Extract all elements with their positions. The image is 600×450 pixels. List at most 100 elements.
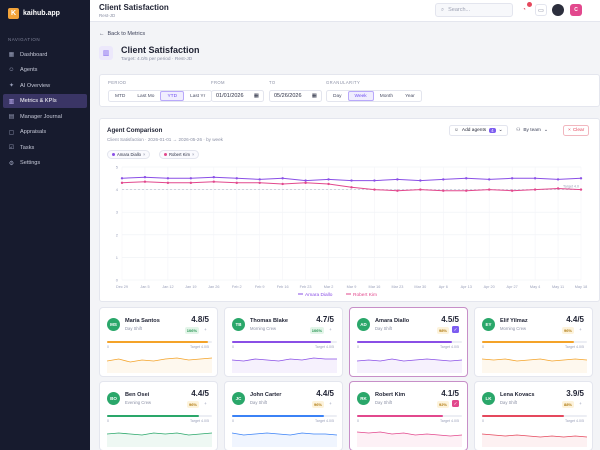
sidebar-nav: ▦ Dashboard ☺ Agents ✦ AI Overview ▥ Metrics & … — [0, 48, 90, 171]
add-to-compare-icon[interactable]: + — [329, 401, 332, 406]
compare-check-icon[interactable]: ✓ — [452, 326, 459, 333]
data-point[interactable] — [556, 187, 560, 190]
user-avatar[interactable]: C — [570, 4, 582, 16]
agent-card[interactable]: MS Maria Santos Day Shift 4.8/5 106% +0 Target… — [99, 307, 218, 377]
period-option-mtd[interactable]: MTD — [115, 93, 126, 99]
sidebar-item-settings[interactable]: ⚙ Settings — [3, 156, 87, 170]
search-input[interactable]: ⌕ Search... — [435, 3, 513, 17]
add-agents-button[interactable]: ☺ Add agents 4 ⌄ — [449, 125, 508, 136]
data-point[interactable] — [510, 189, 514, 192]
compare-check-icon[interactable]: ✓ — [452, 400, 459, 407]
data-point[interactable] — [235, 177, 238, 180]
sidebar-item-appraisals[interactable]: ▢ Appraisals — [3, 125, 87, 139]
data-point[interactable] — [488, 188, 491, 191]
data-point[interactable] — [350, 179, 353, 182]
data-point[interactable] — [212, 175, 215, 179]
remove-icon[interactable]: × — [142, 152, 146, 157]
agent-card[interactable]: LK Lena Kovacs Day Shift 3.9/5 88% +0 Target 4… — [474, 381, 593, 450]
data-point[interactable] — [120, 181, 124, 185]
agent-chip[interactable]: Robert Kim × — [159, 150, 200, 159]
legend-label[interactable]: Amara Diallo — [305, 292, 333, 298]
data-point[interactable] — [396, 189, 399, 192]
data-point[interactable] — [258, 178, 261, 181]
sidebar-item-manager-journal[interactable]: ▤ Manager Journal — [3, 110, 87, 124]
sidebar-item-dashboard[interactable]: ▦ Dashboard — [3, 48, 87, 62]
period-option-last-mo[interactable]: Last Mo — [137, 93, 155, 99]
search-placeholder: Search... — [448, 7, 471, 13]
granularity-option-day[interactable]: Day — [333, 93, 342, 99]
data-point[interactable] — [510, 177, 514, 180]
y-tick-label: 0 — [116, 278, 119, 283]
data-point[interactable] — [533, 177, 537, 180]
agent-card[interactable]: TB Thomas Blake Morning Crew 4.7/5 106% +0 Tar… — [224, 307, 343, 377]
data-point[interactable] — [556, 178, 560, 181]
data-point[interactable] — [281, 177, 284, 180]
sidebar-item-agents[interactable]: ☺ Agents — [3, 63, 87, 77]
add-to-compare-icon[interactable]: + — [579, 401, 582, 406]
data-point[interactable] — [212, 180, 215, 183]
data-point[interactable] — [442, 189, 445, 192]
remove-icon[interactable]: × — [191, 152, 195, 157]
target-pct-badge: 98% — [436, 327, 449, 334]
data-point[interactable] — [120, 177, 124, 180]
data-point[interactable] — [327, 182, 330, 186]
chevron-down-icon: ⌄ — [543, 128, 548, 133]
data-point[interactable] — [488, 178, 491, 181]
data-point[interactable] — [350, 186, 353, 189]
agent-chip[interactable]: Amara Diallo × — [107, 150, 151, 159]
agent-card[interactable]: JC John Carter Day Shift 4.4/5 96% +0 Target 4… — [224, 381, 343, 450]
score-progress-bar — [357, 341, 462, 343]
data-point[interactable] — [258, 181, 261, 185]
theme-toggle[interactable] — [552, 4, 564, 16]
data-point[interactable] — [465, 189, 468, 192]
by-team-button[interactable]: ⚇ By team ⌄ — [513, 125, 551, 136]
data-point[interactable] — [235, 181, 238, 185]
data-point[interactable] — [373, 179, 376, 182]
data-point[interactable] — [373, 188, 376, 191]
brand[interactable]: K kaihub.app — [0, 0, 90, 26]
data-point[interactable] — [442, 178, 445, 181]
data-point[interactable] — [189, 177, 193, 180]
data-point[interactable] — [166, 181, 170, 185]
agent-card[interactable]: RK Robert Kim Day Shift 4.1/5 92% ✓ 0 Target 4.… — [349, 381, 468, 450]
notification-button[interactable]: ◔ — [518, 2, 532, 16]
messages-button[interactable]: ▭ — [535, 4, 547, 16]
agent-card[interactable]: EY Elif Yilmaz Morning Crew 4.4/5 96% +0 Targe… — [474, 307, 593, 377]
agent-card[interactable]: BO Ben Osei Evening Crew 4.4/5 96% +0 Target 4… — [99, 381, 218, 450]
data-point[interactable] — [327, 178, 330, 181]
data-point[interactable] — [396, 178, 399, 181]
data-point[interactable] — [189, 181, 193, 185]
data-point[interactable] — [304, 181, 307, 185]
add-to-compare-icon[interactable]: + — [579, 327, 582, 332]
book-icon: ▤ — [8, 114, 15, 120]
back-link[interactable]: ← Back to Metrics — [99, 31, 145, 37]
sidebar-item-tasks[interactable]: ☑ Tasks — [3, 141, 87, 155]
data-point[interactable] — [143, 175, 147, 179]
data-point[interactable] — [579, 177, 583, 180]
granularity-option-year[interactable]: Year — [405, 93, 415, 99]
add-to-compare-icon[interactable]: + — [204, 401, 207, 406]
data-point[interactable] — [579, 188, 583, 191]
granularity-option-week[interactable]: Week — [347, 91, 374, 101]
data-point[interactable] — [281, 182, 284, 186]
agent-score: 4.5/5 — [441, 315, 459, 324]
agent-card[interactable]: AD Amara Diallo Day Shift 4.5/5 98% ✓ 0 Target … — [349, 307, 468, 377]
from-date-input[interactable]: 01/01/2026 ▦ — [211, 90, 264, 102]
clear-button[interactable]: × Clear — [563, 125, 590, 136]
data-point[interactable] — [465, 177, 468, 180]
data-point[interactable] — [419, 188, 422, 191]
data-point[interactable] — [143, 180, 147, 183]
period-option-ytd[interactable]: YTD — [160, 91, 185, 101]
data-point[interactable] — [419, 179, 422, 182]
sidebar-item-ai-overview[interactable]: ✦ AI Overview — [3, 79, 87, 93]
to-date-input[interactable]: 05/26/2026 ▦ — [269, 90, 322, 102]
data-point[interactable] — [304, 179, 307, 182]
data-point[interactable] — [533, 188, 537, 191]
period-option-last-yr[interactable]: Last Yr — [190, 93, 206, 99]
add-to-compare-icon[interactable]: + — [204, 327, 207, 332]
add-to-compare-icon[interactable]: + — [329, 327, 332, 332]
granularity-option-month[interactable]: Month — [379, 93, 394, 99]
data-point[interactable] — [166, 177, 170, 180]
sidebar-item-metrics-kpis[interactable]: ▥ Metrics & KPIs — [3, 94, 87, 108]
legend-label[interactable]: Robert Kim — [353, 292, 377, 298]
